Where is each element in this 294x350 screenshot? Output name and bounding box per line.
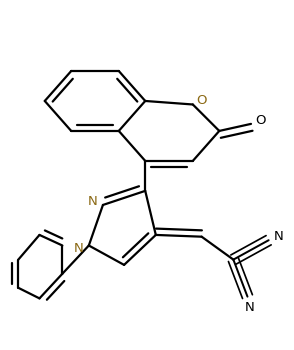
Text: N: N bbox=[274, 230, 283, 243]
Text: N: N bbox=[244, 301, 254, 314]
Text: N: N bbox=[74, 242, 84, 255]
Text: O: O bbox=[196, 94, 207, 107]
Text: N: N bbox=[88, 195, 98, 208]
Text: O: O bbox=[255, 114, 266, 127]
